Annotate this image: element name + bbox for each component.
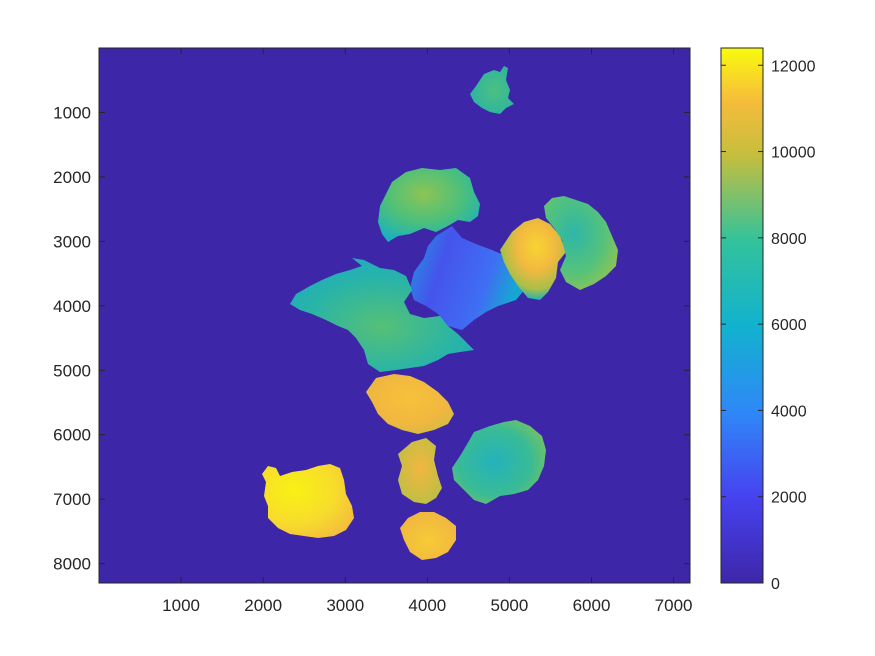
region-left-network: [290, 258, 474, 372]
colorbar-tick-label: 6000: [771, 317, 807, 334]
y-tick-label: 1000: [53, 103, 91, 122]
plot-frame: [98, 47, 691, 584]
region-bottom-orange: [400, 512, 456, 560]
y-tick-label: 2000: [53, 168, 91, 187]
y-tick-label: 8000: [53, 555, 91, 574]
colorbar: [720, 47, 764, 584]
region-top-blob: [470, 66, 514, 114]
region-upper-blob: [378, 168, 480, 242]
x-tick-label: 7000: [655, 596, 693, 615]
y-axis: 1000 2000 3000 4000 5000 6000 7000 8000: [53, 103, 690, 574]
colorbar-tick-label: 10000: [771, 145, 816, 162]
x-tick-label: 6000: [573, 596, 611, 615]
x-axis: 1000 2000 3000 4000 5000 6000 7000: [162, 48, 692, 615]
colorbar-tick-label: 4000: [771, 403, 807, 420]
heatmap-regions: [262, 66, 618, 560]
colorbar-tick-label: 12000: [771, 58, 816, 75]
y-tick-label: 7000: [53, 490, 91, 509]
region-mid-yellow: [366, 374, 454, 434]
x-tick-label: 3000: [326, 596, 364, 615]
region-right-lower: [452, 420, 546, 504]
x-tick-label: 5000: [491, 596, 529, 615]
x-tick-label: 4000: [408, 596, 446, 615]
y-tick-label: 6000: [53, 426, 91, 445]
colorbar-tick-label: 0: [771, 576, 780, 593]
region-right-blob: [544, 196, 618, 290]
y-tick-label: 3000: [53, 232, 91, 251]
region-central-blue: [410, 226, 526, 330]
region-left-yellow: [262, 464, 354, 538]
colorbar-axis: 0 2000 4000 6000 8000 10000 12000: [721, 58, 816, 593]
x-tick-label: 2000: [244, 596, 282, 615]
y-tick-label: 4000: [53, 297, 91, 316]
region-right-gradient: [500, 218, 566, 300]
region-narrow-orange: [398, 438, 442, 504]
y-tick-label: 5000: [53, 361, 91, 380]
colorbar-tick-label: 2000: [771, 490, 807, 507]
x-tick-label: 1000: [162, 596, 200, 615]
colorbar-tick-label: 8000: [771, 231, 807, 248]
